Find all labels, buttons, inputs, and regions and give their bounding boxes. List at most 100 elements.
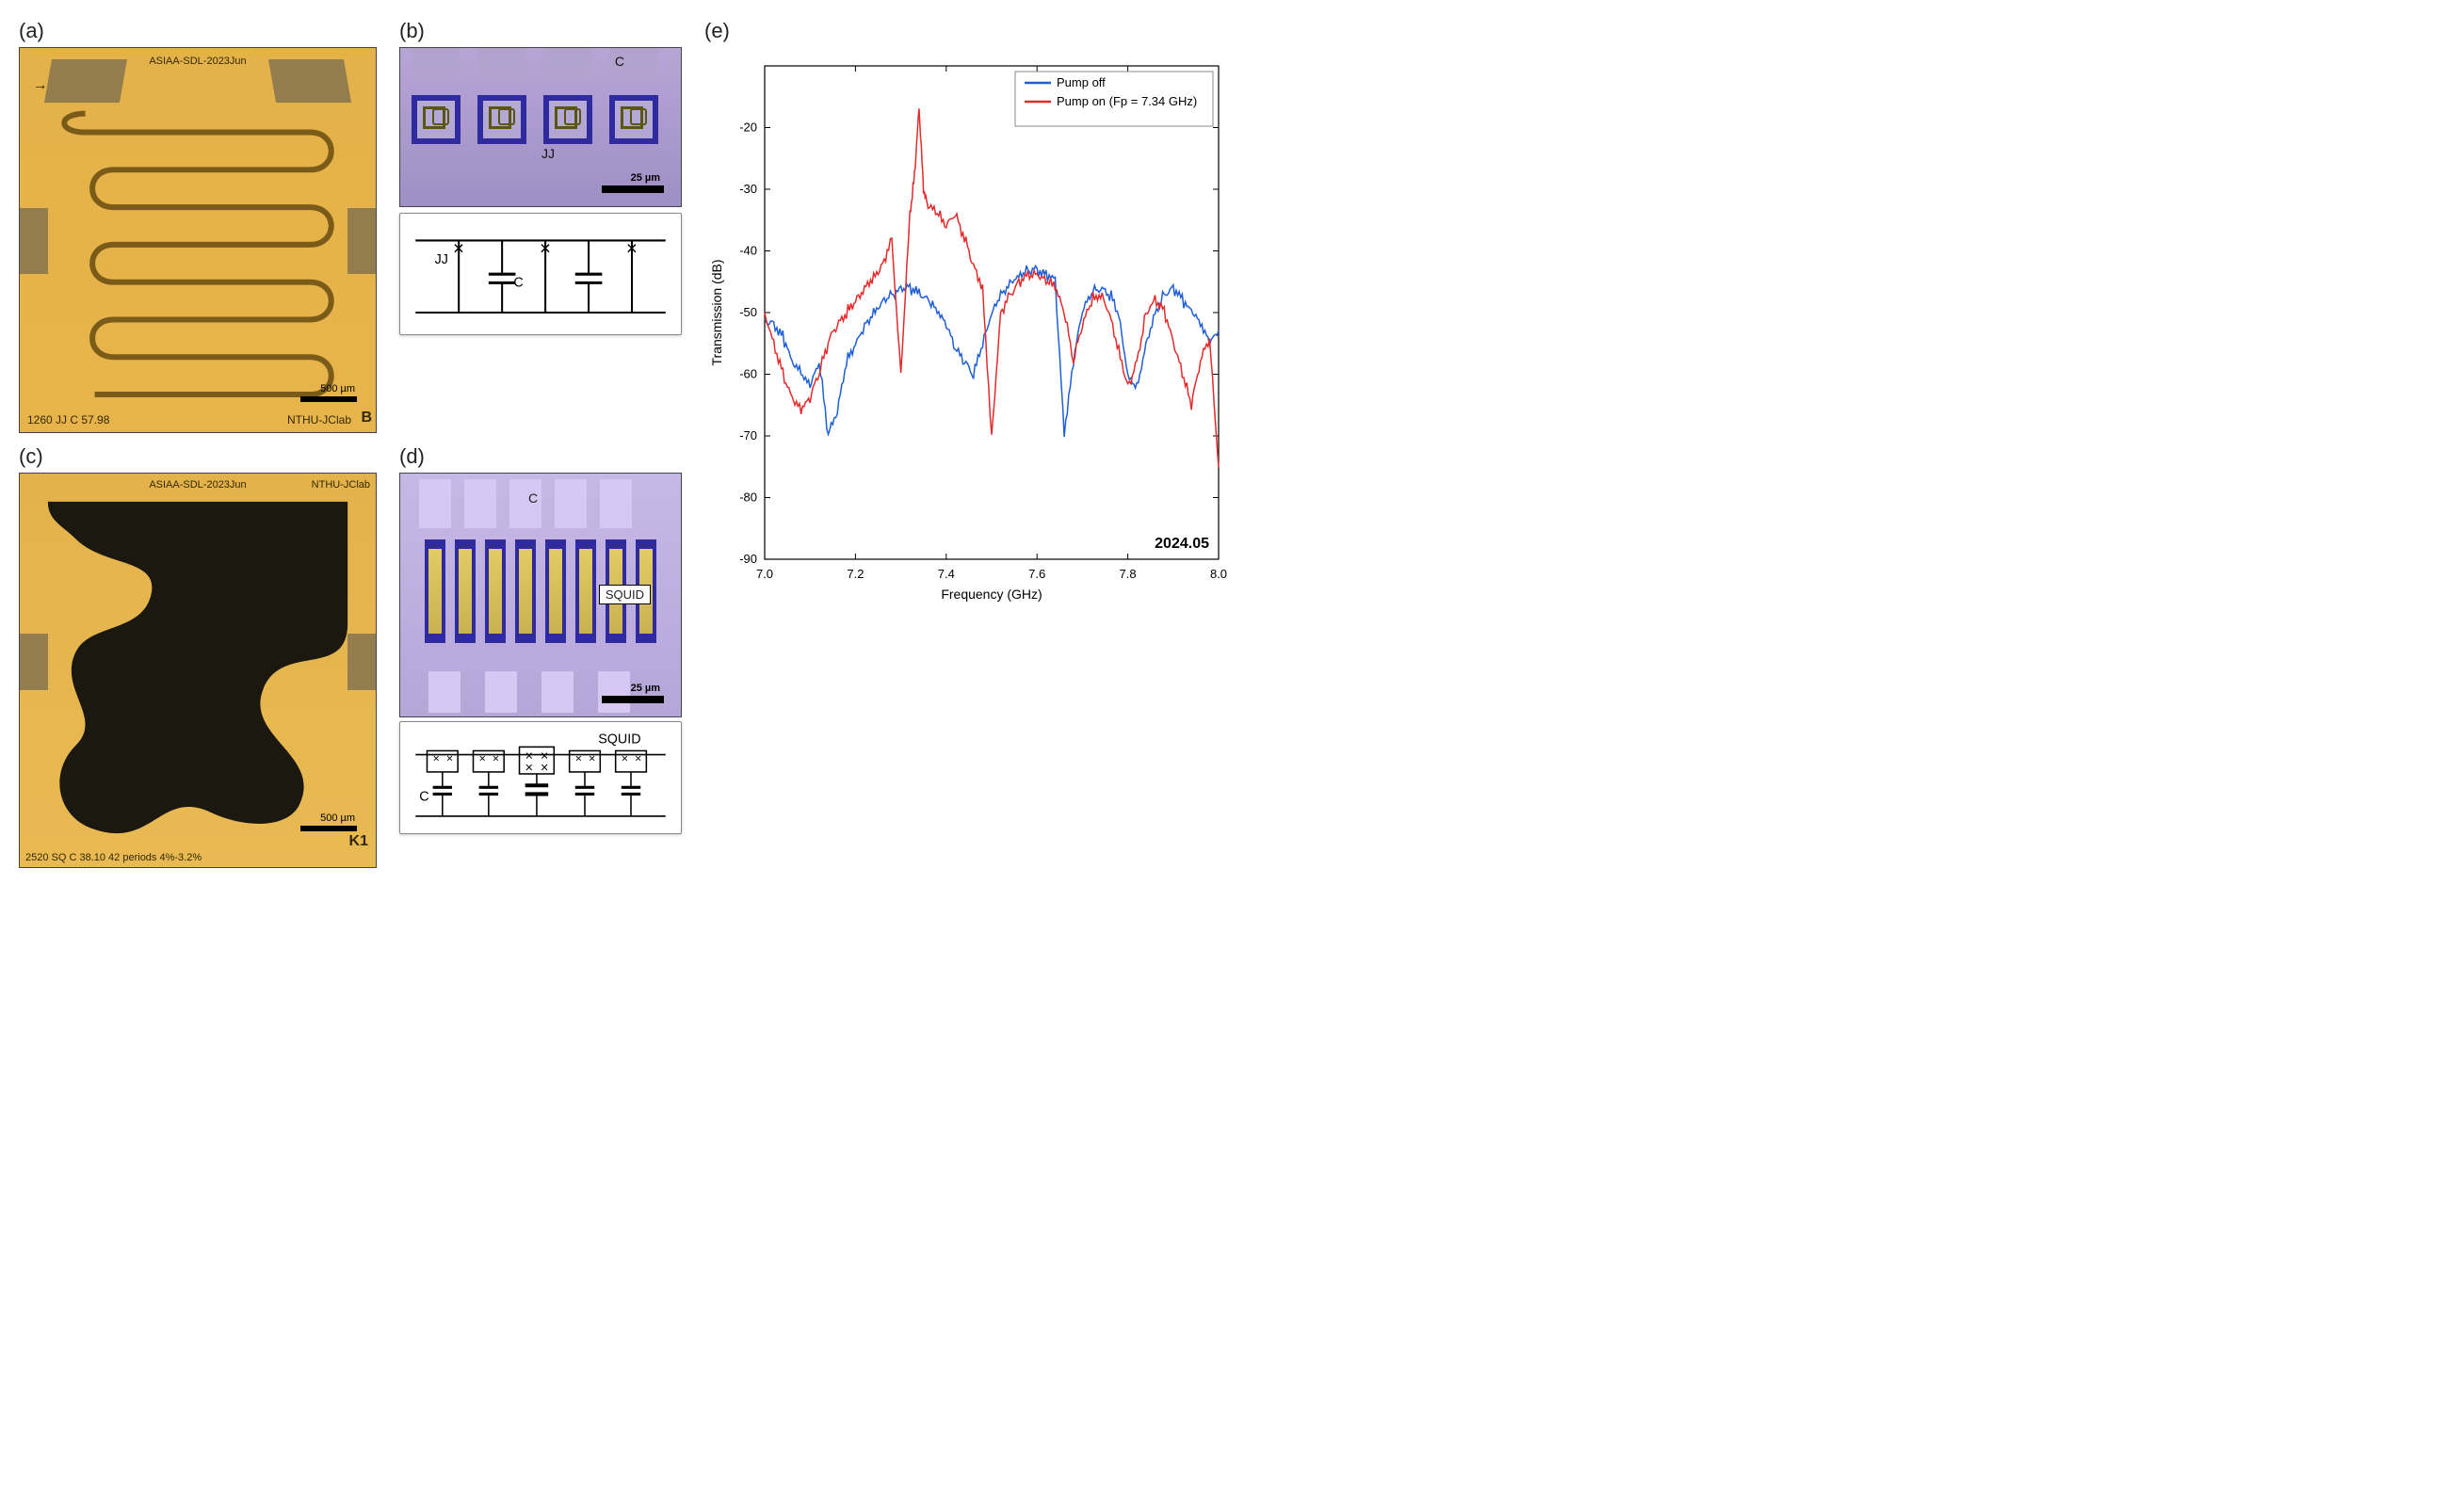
jj-unit-1 <box>412 95 461 144</box>
d-capb-1 <box>428 671 461 713</box>
svg-text:×: × <box>540 239 551 260</box>
panel-a-micrograph: → ASIAA-SDL-2023Jun 1260 JJ C 57.98 NTHU… <box>19 47 377 433</box>
panel-c-top-text: ASIAA-SDL-2023Jun <box>149 479 246 491</box>
panel-c: (c) ASIAA-SDL-2023Jun NTHU-JClab 2520 SQ… <box>19 444 377 868</box>
svg-text:×: × <box>575 752 582 765</box>
wavy-pattern <box>20 474 376 867</box>
panel-e: (e) 7.0 7.2 7.4 7.6 7.8 8.0 -90 -80 -70 -60 -50 -40… <box>704 19 1232 612</box>
panel-d-schematic: SQUID × × <box>399 721 682 834</box>
svg-text:×: × <box>622 752 628 765</box>
svg-text:-30: -30 <box>739 182 757 196</box>
svg-text:-90: -90 <box>739 552 757 566</box>
svg-text:×: × <box>589 752 595 765</box>
jj-unit-4 <box>609 95 658 144</box>
pad-c-r <box>347 634 377 690</box>
svg-text:-20: -20 <box>739 121 757 135</box>
d-capb-3 <box>541 671 574 713</box>
svg-text:Pump off: Pump off <box>1057 75 1106 89</box>
panel-a-bottom-right: NTHU-JClab <box>287 413 351 426</box>
schematic-squid-label: SQUID <box>598 732 640 747</box>
svg-text:×: × <box>541 761 548 776</box>
chart: 7.0 7.2 7.4 7.6 7.8 8.0 -90 -80 -70 -60 -50 -40 -30 -… <box>704 47 1232 612</box>
panel-a-scalebar-label: 500 µm <box>320 383 355 394</box>
panel-d-scalebar-label: 25 µm <box>631 683 660 694</box>
d-squid-1 <box>425 539 445 643</box>
svg-text:7.6: 7.6 <box>1028 567 1045 581</box>
panel-a: (a) → ASIAA-SDL-2023Jun 1260 JJ C 57.98 … <box>19 19 377 433</box>
panel-b-schematic: × JJ C × <box>399 213 682 335</box>
panel-d-c-label: C <box>528 491 538 506</box>
d-cap-4 <box>555 479 587 528</box>
cap-1 <box>412 48 461 74</box>
panel-c-top-right: NTHU-JClab <box>312 479 370 491</box>
d-capb-4 <box>598 671 630 713</box>
panel-c-bottom-text: 2520 SQ C 38.10 42 periods 4%-3.2% <box>25 852 202 863</box>
d-capb-2 <box>485 671 517 713</box>
panel-b-micrograph: C JJ 25 µm <box>399 47 682 207</box>
svg-text:×: × <box>525 761 533 776</box>
panel-c-corner-letter: K1 <box>349 833 368 850</box>
panel-a-bottom-left: 1260 JJ C 57.98 <box>27 413 109 426</box>
cap-3 <box>543 48 592 74</box>
d-squid-4 <box>515 539 536 643</box>
panel-c-micrograph: ASIAA-SDL-2023Jun NTHU-JClab 2520 SQ C 3… <box>19 473 377 868</box>
svg-text:×: × <box>635 752 641 765</box>
panel-d-label: (d) <box>399 444 682 469</box>
svg-text:×: × <box>479 752 486 765</box>
svg-text:7.8: 7.8 <box>1120 567 1137 581</box>
d-squid-6 <box>575 539 596 643</box>
panel-c-label: (c) <box>19 444 377 469</box>
svg-text:-60: -60 <box>739 367 757 381</box>
figure-grid: (a) → ASIAA-SDL-2023Jun 1260 JJ C 57.98 … <box>19 19 2421 868</box>
svg-text:7.4: 7.4 <box>938 567 955 581</box>
svg-text:×: × <box>433 752 440 765</box>
svg-text:Transmission (dB): Transmission (dB) <box>709 259 724 365</box>
panel-b-c-label: C <box>615 54 624 69</box>
serpentine-trace: → <box>20 48 376 432</box>
panel-a-scalebar <box>300 396 357 402</box>
panel-b-scalebar <box>602 185 664 193</box>
svg-text:-50: -50 <box>739 305 757 319</box>
panel-d-scalebar <box>602 696 664 703</box>
panel-b-label: (b) <box>399 19 682 43</box>
d-squid-2 <box>455 539 476 643</box>
svg-text:Pump on (Fp = 7.34 GHz): Pump on (Fp = 7.34 GHz) <box>1057 94 1197 108</box>
panel-a-top-text: ASIAA-SDL-2023Jun <box>149 56 246 67</box>
panel-a-corner-letter: B <box>361 410 372 426</box>
panel-b-scalebar-label: 25 µm <box>631 172 660 184</box>
panel-b: (b) C JJ 25 µm <box>399 19 682 335</box>
svg-text:7.0: 7.0 <box>756 567 773 581</box>
d-cap-2 <box>464 479 496 528</box>
svg-text:×: × <box>453 239 464 260</box>
d-cap-5 <box>600 479 632 528</box>
schematic-c-label: C <box>513 275 523 290</box>
d-cap-1 <box>419 479 451 528</box>
panel-b-jj-label: JJ <box>541 146 555 161</box>
svg-text:-70: -70 <box>739 428 757 442</box>
svg-text:→: → <box>33 77 48 93</box>
svg-text:2024.05: 2024.05 <box>1155 536 1209 552</box>
d-squid-5 <box>545 539 566 643</box>
jj-unit-2 <box>477 95 526 144</box>
panel-c-scalebar <box>300 826 357 831</box>
panel-a-label: (a) <box>19 19 377 43</box>
schematic-jj-label: JJ <box>435 252 448 267</box>
schematic-d-c-label: C <box>419 790 428 805</box>
svg-text:×: × <box>626 239 638 260</box>
cap-2 <box>477 48 526 74</box>
pad-c-l <box>19 634 48 690</box>
panel-d: (d) <box>399 444 682 834</box>
svg-text:×: × <box>446 752 453 765</box>
svg-text:-80: -80 <box>739 491 757 505</box>
d-squid-3 <box>485 539 506 643</box>
panel-e-label: (e) <box>704 19 1232 43</box>
svg-text:-40: -40 <box>739 244 757 258</box>
svg-text:×: × <box>493 752 499 765</box>
panel-c-scalebar-label: 500 µm <box>320 812 355 824</box>
svg-text:7.2: 7.2 <box>847 567 864 581</box>
panel-d-squid-box: SQUID <box>599 585 651 604</box>
svg-text:Frequency (GHz): Frequency (GHz) <box>941 587 1042 602</box>
jj-unit-3 <box>543 95 592 144</box>
panel-d-micrograph: C SQUID 25 µm <box>399 473 682 717</box>
svg-text:8.0: 8.0 <box>1210 567 1227 581</box>
